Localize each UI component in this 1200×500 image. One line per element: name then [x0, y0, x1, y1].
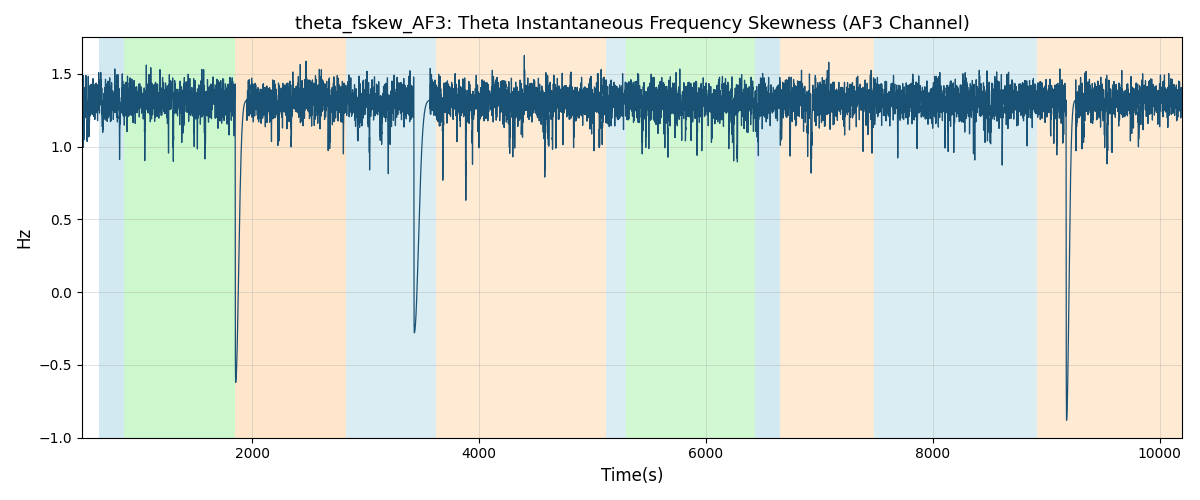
Bar: [124, 38, 235, 438]
Bar: [874, 38, 1037, 438]
Bar: [436, 38, 606, 438]
Y-axis label: Hz: Hz: [14, 227, 32, 248]
Title: theta_fskew_AF3: Theta Instantaneous Frequency Skewness (AF3 Channel): theta_fskew_AF3: Theta Instantaneous Fre…: [295, 15, 970, 34]
Bar: [1037, 38, 1182, 438]
Bar: [626, 38, 755, 438]
Bar: [98, 38, 124, 438]
X-axis label: Time(s): Time(s): [601, 467, 664, 485]
Bar: [606, 38, 626, 438]
Bar: [755, 38, 780, 438]
Bar: [780, 38, 874, 438]
Bar: [347, 38, 436, 438]
Bar: [235, 38, 347, 438]
